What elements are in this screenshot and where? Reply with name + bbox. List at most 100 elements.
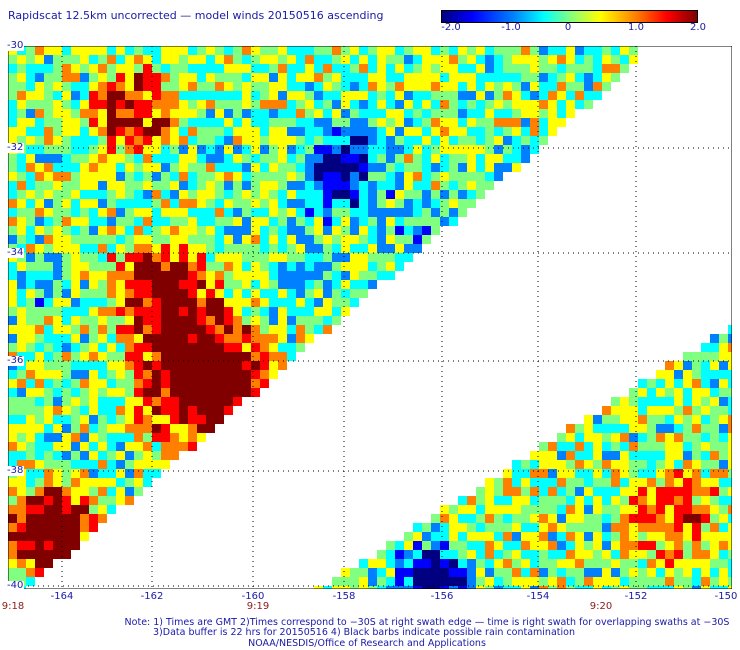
map-cell	[251, 280, 260, 289]
map-cell	[665, 397, 674, 406]
map-cell	[53, 397, 62, 406]
map-cell	[440, 172, 449, 181]
map-cell	[611, 397, 620, 406]
map-cell	[188, 271, 197, 280]
map-cell	[566, 55, 575, 64]
map-cell	[719, 460, 728, 469]
map-cell	[80, 415, 89, 424]
map-cell	[44, 460, 53, 469]
map-cell	[242, 199, 251, 208]
map-cell	[89, 190, 98, 199]
map-cell	[719, 406, 728, 415]
map-cell	[602, 415, 611, 424]
map-cell	[17, 397, 26, 406]
map-cell	[125, 316, 134, 325]
map-cell	[674, 514, 683, 523]
map-cell	[431, 181, 440, 190]
map-cell	[188, 253, 197, 262]
map-cell	[260, 73, 269, 82]
map-cell	[575, 46, 584, 55]
map-cell	[584, 55, 593, 64]
map-cell	[611, 514, 620, 523]
map-cell	[314, 163, 323, 172]
map-cell	[593, 577, 602, 586]
map-cell	[80, 505, 89, 514]
map-cell	[242, 217, 251, 226]
map-cell	[152, 109, 161, 118]
map-cell	[170, 451, 179, 460]
map-cell	[413, 64, 422, 73]
map-cell	[512, 586, 521, 589]
map-cell	[35, 451, 44, 460]
map-cell	[53, 190, 62, 199]
map-cell	[197, 217, 206, 226]
map-cell	[80, 433, 89, 442]
map-cell	[125, 460, 134, 469]
map-cell	[17, 442, 26, 451]
map-cell	[422, 208, 431, 217]
map-cell	[233, 199, 242, 208]
map-cell	[89, 172, 98, 181]
map-cell	[332, 244, 341, 253]
map-cell	[395, 55, 404, 64]
map-cell	[674, 487, 683, 496]
map-cell	[683, 388, 692, 397]
map-cell	[341, 73, 350, 82]
map-cell	[134, 253, 143, 262]
map-cell	[476, 91, 485, 100]
map-cell	[332, 91, 341, 100]
map-cell	[233, 379, 242, 388]
map-cell	[161, 343, 170, 352]
map-cell	[332, 199, 341, 208]
map-cell	[188, 388, 197, 397]
map-cell	[80, 172, 89, 181]
map-cell	[107, 244, 116, 253]
map-cell	[125, 199, 134, 208]
map-cell	[458, 559, 467, 568]
map-cell	[494, 46, 503, 55]
map-cell	[359, 145, 368, 154]
map-cell	[161, 73, 170, 82]
map-cell	[359, 289, 368, 298]
map-cell	[611, 505, 620, 514]
map-cell	[521, 496, 530, 505]
map-cell	[233, 388, 242, 397]
map-cell	[179, 109, 188, 118]
map-cell	[674, 361, 683, 370]
map-cell	[179, 379, 188, 388]
map-cell	[233, 334, 242, 343]
map-cell	[647, 460, 656, 469]
map-cell	[638, 451, 647, 460]
map-cell	[701, 433, 710, 442]
map-cell	[566, 82, 575, 91]
map-cell	[413, 55, 422, 64]
map-cell	[170, 163, 179, 172]
map-cell	[8, 397, 17, 406]
map-cell	[8, 370, 17, 379]
map-cell	[548, 46, 557, 55]
map-cell	[269, 100, 278, 109]
map-cell	[287, 289, 296, 298]
map-cell	[611, 460, 620, 469]
map-cell	[242, 334, 251, 343]
map-cell	[701, 352, 710, 361]
map-cell	[566, 73, 575, 82]
map-cell	[269, 64, 278, 73]
map-cell	[584, 514, 593, 523]
map-cell	[278, 91, 287, 100]
map-cell	[323, 280, 332, 289]
map-cell	[35, 46, 44, 55]
map-cell	[161, 136, 170, 145]
map-cell	[80, 343, 89, 352]
map-cell	[71, 118, 80, 127]
map-cell	[260, 334, 269, 343]
map-cell	[116, 280, 125, 289]
map-cell	[476, 145, 485, 154]
map-cell	[206, 379, 215, 388]
map-cell	[629, 532, 638, 541]
map-cell	[377, 109, 386, 118]
map-cell	[386, 100, 395, 109]
map-cell	[449, 550, 458, 559]
map-cell	[539, 523, 548, 532]
map-cell	[215, 217, 224, 226]
